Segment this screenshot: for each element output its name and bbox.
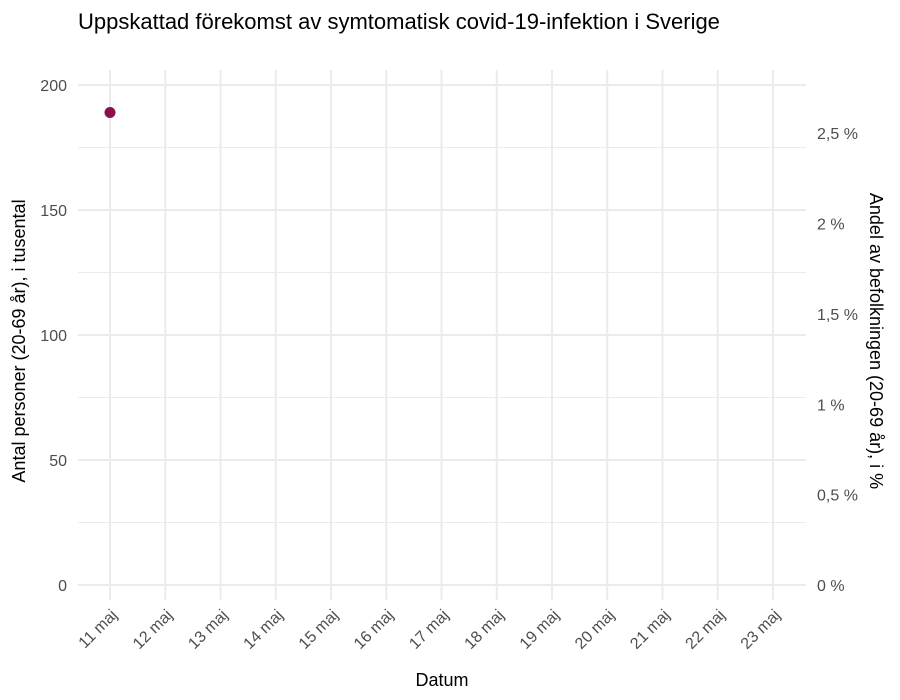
y-tick-label: 0 bbox=[58, 578, 67, 595]
data-point bbox=[104, 107, 116, 118]
y-tick-label: 150 bbox=[40, 203, 67, 220]
y-axis-left-ticks: 0 50 100 150 200 bbox=[40, 78, 67, 595]
x-tick-label: 12 maj bbox=[130, 607, 176, 653]
y-axis-left-title: Antal personer (20-69 år), i tusental bbox=[9, 199, 29, 482]
x-tick-label: 19 maj bbox=[517, 607, 563, 653]
x-tick-label: 13 maj bbox=[185, 607, 231, 653]
grid bbox=[78, 70, 806, 600]
x-tick-label: 22 maj bbox=[683, 607, 729, 653]
y-tick-label: 100 bbox=[40, 328, 67, 345]
x-tick-label: 11 maj bbox=[76, 607, 121, 652]
y-right-tick-label: 0 % bbox=[817, 578, 845, 595]
x-axis-title: Datum bbox=[415, 670, 468, 690]
y-axis-right-title: Andel av befolkningen (20-69 år), i % bbox=[866, 193, 886, 489]
x-tick-label: 20 maj bbox=[572, 607, 618, 653]
y-tick-label: 50 bbox=[49, 453, 67, 470]
x-tick-label: 17 maj bbox=[406, 607, 452, 653]
x-axis-ticks: 11 maj 12 maj 13 maj 14 maj 15 maj 16 maj 17 m… bbox=[76, 607, 784, 653]
y-right-tick-label: 2 % bbox=[817, 217, 845, 234]
x-tick-label: 21 maj bbox=[627, 607, 673, 653]
x-tick-label: 18 maj bbox=[462, 607, 508, 653]
y-axis-right-ticks: 0 % 0,5 % 1 % 1,5 % 2 % 2,5 % bbox=[817, 126, 858, 595]
y-tick-label: 200 bbox=[40, 78, 67, 95]
y-right-tick-label: 1 % bbox=[817, 397, 845, 414]
chart-title: Uppskattad förekomst av symtomatisk covi… bbox=[78, 9, 720, 34]
x-tick-label: 16 maj bbox=[351, 607, 397, 653]
y-right-tick-label: 0,5 % bbox=[817, 488, 858, 505]
x-tick-label: 15 maj bbox=[296, 607, 342, 653]
x-tick-label: 14 maj bbox=[241, 607, 287, 653]
y-right-tick-label: 2,5 % bbox=[817, 126, 858, 143]
y-right-tick-label: 1,5 % bbox=[817, 307, 858, 324]
data-points bbox=[104, 107, 116, 118]
x-tick-label: 23 maj bbox=[738, 607, 784, 653]
